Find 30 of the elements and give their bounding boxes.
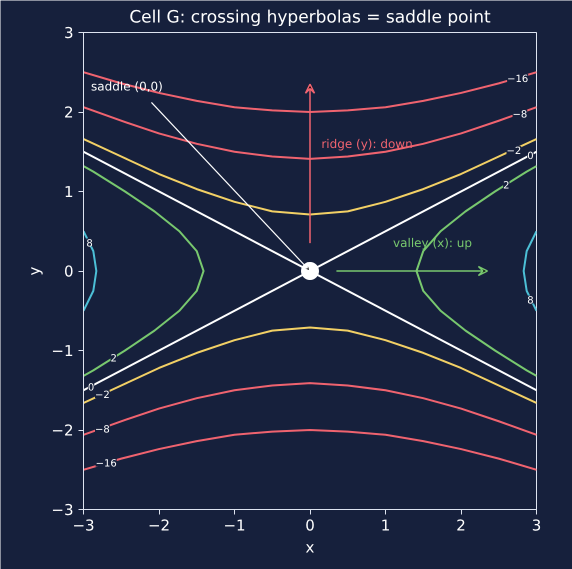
annotation: 2 (503, 180, 510, 192)
annotation: −16 (96, 458, 117, 470)
annotation: −2 (506, 146, 522, 158)
x-tick-label: −1 (223, 516, 246, 534)
y-axis-title: y (25, 266, 44, 276)
x-tick-label: 2 (456, 516, 466, 534)
annotation: 2 (110, 354, 117, 365)
annotation: 8 (527, 296, 534, 307)
y-tick-label: −2 (51, 422, 74, 440)
annotation: saddle (0,0) (91, 80, 163, 94)
y-tick-label: 1 (64, 183, 74, 201)
y-tick-label: −3 (51, 501, 74, 519)
x-tick-label: 1 (380, 516, 390, 534)
annotation: −8 (95, 424, 110, 436)
chart-title: Cell G: crossing hyperbolas = saddle point (129, 8, 492, 28)
annotation: 8 (86, 238, 93, 250)
y-tick-label: 2 (64, 104, 74, 122)
x-axis-title: x (306, 538, 315, 556)
y-tick-label: 0 (64, 262, 74, 280)
x-tick-label: 0 (305, 516, 315, 534)
annotation: −16 (507, 74, 528, 85)
annotation: −2 (95, 390, 110, 402)
annotation: −8 (512, 110, 528, 121)
annotation: valley (x): up (393, 236, 472, 250)
annotation: 0 (88, 382, 94, 394)
annotation: 0 (527, 150, 534, 162)
x-tick-label: −2 (148, 516, 170, 534)
y-tick-label: −1 (51, 342, 74, 360)
y-tick-label: 3 (64, 24, 74, 42)
x-tick-label: 3 (532, 516, 542, 534)
